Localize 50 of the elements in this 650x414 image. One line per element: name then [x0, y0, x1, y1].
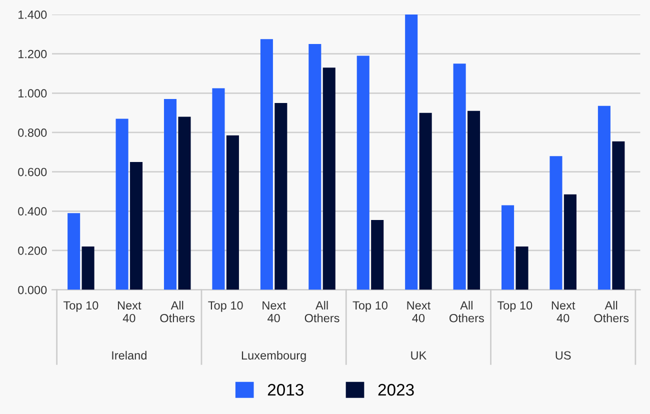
y-tick-label: 0.400 — [18, 207, 47, 216]
y-tick-label: 0.800 — [18, 128, 47, 137]
bar — [598, 106, 610, 290]
x-tick-label: Top 10 — [352, 301, 388, 312]
bar — [82, 246, 94, 290]
y-tick-label: 1.400 — [18, 10, 47, 19]
y-tick-label: 1.200 — [18, 50, 47, 58]
bar — [226, 135, 239, 290]
bar — [260, 39, 273, 290]
x-tick-label: Next 40 — [262, 301, 286, 322]
bar — [371, 220, 384, 290]
x-tick-label: All Others — [304, 300, 340, 322]
bar — [612, 141, 625, 290]
bar — [356, 56, 370, 290]
text: US — [556, 351, 571, 360]
bar — [308, 44, 322, 290]
x-tick-label: All Others — [450, 300, 484, 322]
bar — [164, 99, 177, 290]
bar — [322, 68, 336, 290]
x-tick-label: All Others — [160, 300, 195, 322]
x-tick-label: Top 10 — [63, 301, 98, 312]
bar — [212, 88, 225, 290]
legend-label: 2013 — [268, 384, 304, 396]
bar — [405, 14, 418, 290]
bar — [274, 102, 288, 290]
y-tick-label: 0.600 — [18, 168, 47, 176]
bar — [130, 162, 143, 290]
text: Ireland — [112, 350, 146, 360]
bar — [550, 156, 562, 290]
x-tick-label: Top 10 — [208, 301, 243, 312]
bar — [116, 118, 128, 290]
y-tick-label: 0.200 — [18, 246, 47, 255]
bar — [419, 112, 432, 290]
y-tick-label: 0.000 — [18, 286, 47, 294]
bar — [502, 205, 514, 290]
x-tick-label: All Others — [594, 300, 629, 322]
x-tick-label: Next 40 — [407, 301, 430, 322]
bar — [68, 213, 80, 290]
bar — [453, 64, 466, 290]
y-tick-label: 1.000 — [18, 89, 47, 98]
text: UK — [411, 351, 427, 360]
bar — [564, 194, 576, 290]
legend-label: 2023 — [378, 384, 414, 396]
bar — [516, 246, 528, 290]
x-tick-label: Next 40 — [118, 301, 142, 322]
x-tick-label: Top 10 — [497, 301, 532, 312]
text: Luxembourg — [242, 350, 306, 362]
x-tick-label: Next 40 — [552, 301, 576, 322]
bar — [178, 116, 191, 290]
bar — [468, 110, 480, 290]
